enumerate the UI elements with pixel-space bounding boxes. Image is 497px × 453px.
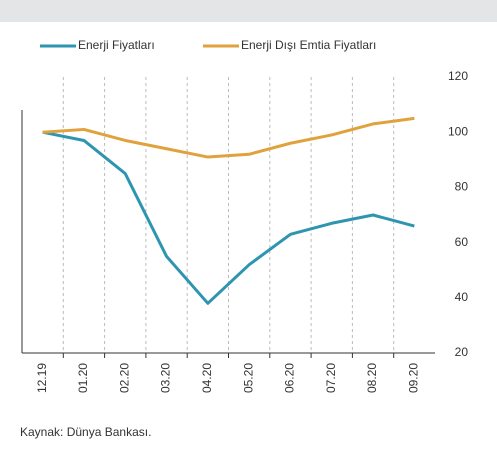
source-note: Kaynak: Dünya Bankası. — [20, 425, 151, 439]
legend-label: Enerji Dışı Emtia Fiyatları — [241, 38, 376, 52]
y-tick-label: 40 — [455, 290, 469, 304]
y-tick-label: 80 — [455, 180, 469, 194]
x-tick-label: 02.20 — [117, 363, 131, 393]
x-tick-label: 06.20 — [283, 363, 297, 393]
legend-label: Enerji Fiyatları — [78, 38, 155, 52]
y-tick-label: 20 — [455, 345, 469, 359]
x-tick-label: 04.20 — [200, 363, 214, 393]
series-line — [42, 116, 415, 159]
x-tick-label: 05.20 — [241, 363, 255, 393]
x-tick-label: 07.20 — [324, 363, 338, 393]
x-tick-label: 09.20 — [407, 363, 421, 393]
x-tick-label: 12.19 — [35, 363, 49, 393]
x-tick-label: 01.20 — [76, 363, 90, 393]
series-line — [42, 130, 415, 305]
header-band — [0, 0, 497, 22]
y-tick-label: 60 — [455, 235, 469, 249]
x-tick-label: 08.20 — [365, 363, 379, 393]
y-tick-label: 100 — [448, 124, 468, 138]
y-tick-label: 120 — [448, 69, 468, 83]
x-tick-label: 03.20 — [159, 363, 173, 393]
